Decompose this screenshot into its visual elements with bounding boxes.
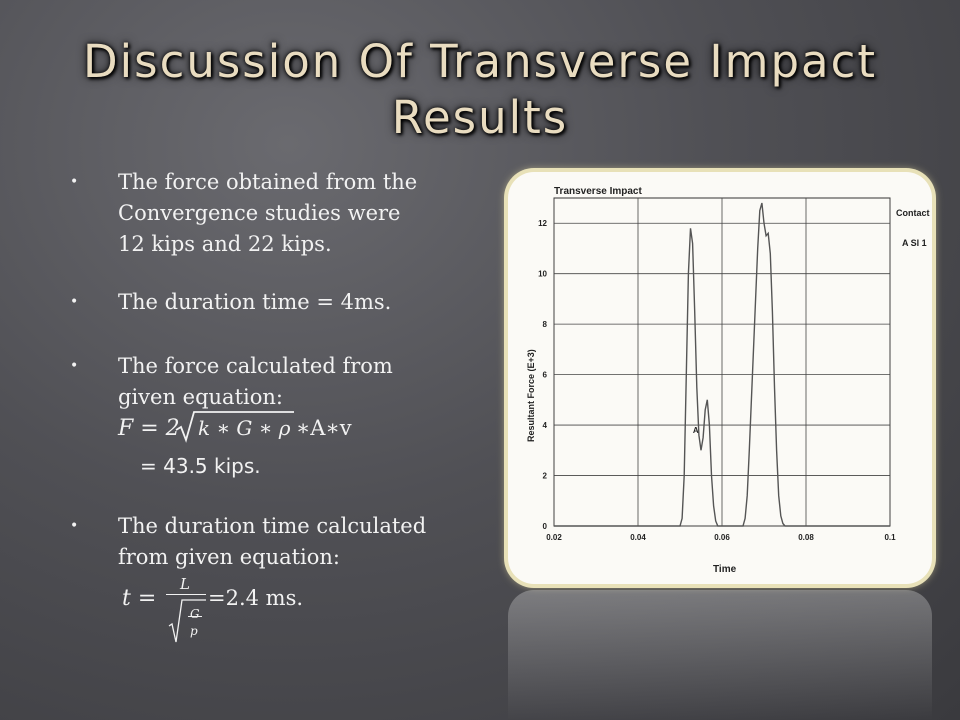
x-axis-label: Time xyxy=(713,564,737,575)
y-tick-label: 2 xyxy=(543,472,548,481)
bullet-3-line2: given equation: xyxy=(118,385,283,409)
bullet-3-line1: The force calculated from xyxy=(118,354,393,378)
time-result: =2.4 ms. xyxy=(208,586,304,610)
bullet-1-line1: The force obtained from the xyxy=(118,170,418,194)
x-tick-label: 0.1 xyxy=(884,533,896,542)
bullet-dot: • xyxy=(70,174,79,190)
force-eq-suffix: ∗A∗v xyxy=(296,416,352,440)
slide-title-line1: Discussion Of Transverse Impact xyxy=(83,35,877,88)
force-eq-radicand: k ∗ G ∗ ρ xyxy=(198,416,291,440)
annotation-a: A xyxy=(693,426,699,435)
y-tick-label: 12 xyxy=(538,219,547,228)
chart-frame: Transverse Impact Contact Id A Sl 1 Time… xyxy=(508,172,940,584)
slide-title-line2: Results xyxy=(391,91,569,144)
legend-entry: A Sl 1 xyxy=(902,238,927,248)
x-tick-label: 0.06 xyxy=(714,533,730,542)
bullet-4-line1: The duration time calculated xyxy=(118,514,427,538)
force-eq-prefix: F = 2 xyxy=(118,416,180,441)
series-line xyxy=(554,202,890,527)
bullet-4-line2: from given equation: xyxy=(118,545,341,569)
bullet-2-text: The duration time = 4ms. xyxy=(118,290,392,314)
bullet-dot: • xyxy=(70,294,79,310)
y-tick-label: 10 xyxy=(538,270,547,279)
time-eq-lhs: t = xyxy=(122,586,157,611)
time-eq-numerator: L xyxy=(180,575,190,593)
time-equation: t = L G p =2.4 ms. xyxy=(122,570,422,650)
force-result: = 43.5 kips. xyxy=(140,454,261,478)
x-tick-label: 0.08 xyxy=(798,533,814,542)
x-tick-label: 0.04 xyxy=(630,533,646,542)
force-equation: F = 2 k ∗ G ∗ ρ ∗A∗v xyxy=(118,411,478,448)
slide-title: Discussion Of Transverse Impact Results xyxy=(0,34,960,146)
bullet-dot: • xyxy=(70,358,79,374)
y-axis-label: Resultant Force (E+3) xyxy=(526,349,536,442)
chart-title: Transverse Impact xyxy=(554,186,642,197)
bullet-1-line3: 12 kips and 22 kips. xyxy=(118,232,332,256)
y-tick-label: 8 xyxy=(543,320,548,329)
bullet-dot: • xyxy=(70,518,79,534)
legend-title: Contact Id xyxy=(896,208,932,218)
transverse-impact-chart: Transverse Impact Contact Id A Sl 1 Time… xyxy=(526,186,940,575)
time-eq-g: G xyxy=(190,607,200,621)
bullet-1-line2: Convergence studies were xyxy=(118,201,401,225)
chart-reflection xyxy=(508,590,932,720)
fraction-bar xyxy=(166,594,206,595)
sqrt-symbol xyxy=(175,411,294,443)
y-tick-label: 4 xyxy=(543,421,548,430)
y-tick-label: 0 xyxy=(543,522,548,531)
x-tick-label: 0.02 xyxy=(546,533,562,542)
sqrt-symbol xyxy=(168,599,206,643)
inner-fraction-bar xyxy=(188,616,202,617)
y-tick-label: 6 xyxy=(543,371,548,380)
time-eq-p: p xyxy=(190,624,198,638)
